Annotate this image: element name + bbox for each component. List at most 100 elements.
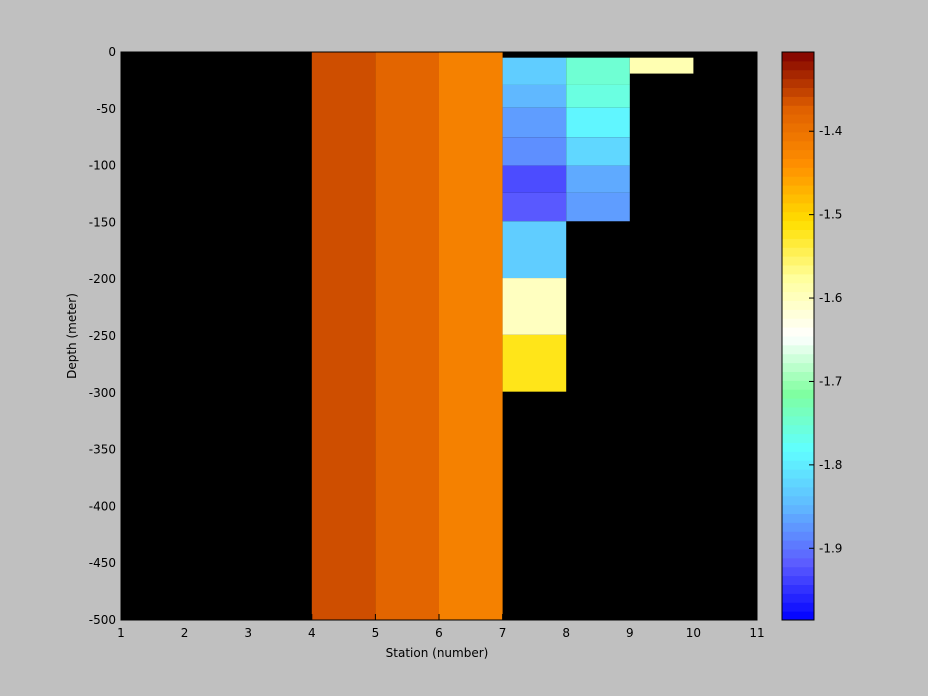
colorbar-band [782, 185, 814, 195]
heat-cell [502, 334, 567, 392]
colorbar-band [782, 344, 814, 355]
colorbar-tick-label: -1.6 [819, 291, 842, 305]
colorbar-band [782, 362, 814, 372]
colorbar-band [782, 229, 814, 239]
colorbar-band [782, 131, 814, 142]
x-tick-label: 1 [117, 626, 125, 640]
colorbar-band [782, 238, 814, 248]
colorbar-band [782, 549, 814, 559]
heat-cell [502, 137, 567, 166]
colorbar-band [782, 52, 814, 62]
heat-cell [439, 52, 503, 620]
colorbar-band [782, 566, 814, 577]
colorbar-band [782, 424, 814, 435]
colorbar-tick-label: -1.9 [819, 541, 842, 555]
colorbar-band [782, 265, 814, 275]
colorbar-band [782, 611, 814, 621]
heat-cell [502, 165, 567, 193]
colorbar-band [782, 557, 814, 568]
colorbar-band [782, 176, 814, 186]
colorbar-band [782, 371, 814, 381]
x-tick-label: 11 [749, 626, 764, 640]
x-tick-label: 2 [181, 626, 189, 640]
y-tick-label: -200 [89, 272, 116, 286]
y-tick-label: 0 [108, 45, 116, 59]
colorbar-band [782, 140, 814, 151]
colorbar-band [782, 60, 814, 71]
colorbar-band [782, 575, 814, 585]
colorbar-band [782, 495, 814, 506]
y-tick-label: -400 [89, 499, 116, 513]
colorbar-band [782, 87, 814, 97]
y-tick-label: -300 [89, 386, 116, 400]
colorbar-tick-label: -1.5 [819, 208, 842, 222]
colorbar-band [782, 327, 814, 337]
x-tick-label: 4 [308, 626, 316, 640]
colorbar-band [782, 353, 814, 364]
heat-cell [502, 107, 567, 138]
colorbar-tick-label: -1.8 [819, 458, 842, 472]
colorbar-band [782, 291, 814, 301]
x-tick-label: 9 [626, 626, 634, 640]
heat-cell [566, 84, 630, 108]
colorbar-band [782, 407, 814, 417]
heat-cell [566, 192, 630, 222]
colorbar-band [782, 593, 814, 603]
colorbar-band [782, 380, 814, 390]
x-tick-label: 6 [435, 626, 443, 640]
colorbar-band [782, 247, 814, 257]
colorbar-band [782, 158, 814, 168]
y-tick-label: -50 [96, 102, 116, 116]
colorbar-band [782, 469, 814, 479]
colorbar-band [782, 451, 814, 461]
colorbar-band [782, 513, 814, 523]
colorbar-band [782, 300, 814, 310]
heat-cell [502, 192, 567, 222]
heat-cell [566, 165, 630, 193]
colorbar-band [782, 522, 814, 532]
heat-cell [311, 52, 376, 620]
colorbar-band [782, 256, 814, 266]
colorbar-frame [781, 51, 815, 621]
colorbar-band [782, 433, 814, 443]
heat-cell [566, 107, 630, 138]
x-tick-label: 8 [562, 626, 570, 640]
heat-cell [629, 57, 694, 74]
colorbar-band [782, 442, 814, 452]
colorbar-band [782, 478, 814, 488]
colorbar-band [782, 96, 814, 106]
colorbar-band [782, 602, 814, 612]
colorbar-band [782, 504, 814, 514]
heat-cell [502, 57, 567, 85]
colorbar-band [782, 273, 814, 284]
y-tick-label: -500 [89, 613, 116, 627]
y-tick-label: -350 [89, 443, 116, 457]
heat-cell [502, 84, 567, 108]
heat-cell [566, 57, 630, 85]
heat-cell [566, 137, 630, 166]
colorbar-band [782, 584, 814, 594]
colorbar-band [782, 336, 814, 346]
y-tick-label: -100 [89, 159, 116, 173]
x-tick-label: 10 [686, 626, 701, 640]
colorbar-band [782, 318, 814, 328]
colorbar-band [782, 149, 814, 159]
colorbar-band [782, 123, 814, 133]
colorbar-band [782, 211, 814, 222]
x-tick-label: 5 [372, 626, 380, 640]
colorbar-band [782, 531, 814, 541]
y-axis-label: Depth (meter) [65, 293, 79, 379]
colorbar-band [782, 78, 814, 88]
colorbar-band [782, 540, 814, 550]
colorbar-band [782, 220, 814, 230]
colorbar-band [782, 69, 814, 80]
colorbar-band [782, 486, 814, 497]
colorbar-band [782, 460, 814, 470]
colorbar-band [782, 415, 814, 426]
y-tick-label: -450 [89, 556, 116, 570]
colorbar-band [782, 167, 814, 177]
y-tick-label: -250 [89, 329, 116, 343]
colorbar-band [782, 282, 814, 293]
colorbar-band [782, 398, 814, 408]
